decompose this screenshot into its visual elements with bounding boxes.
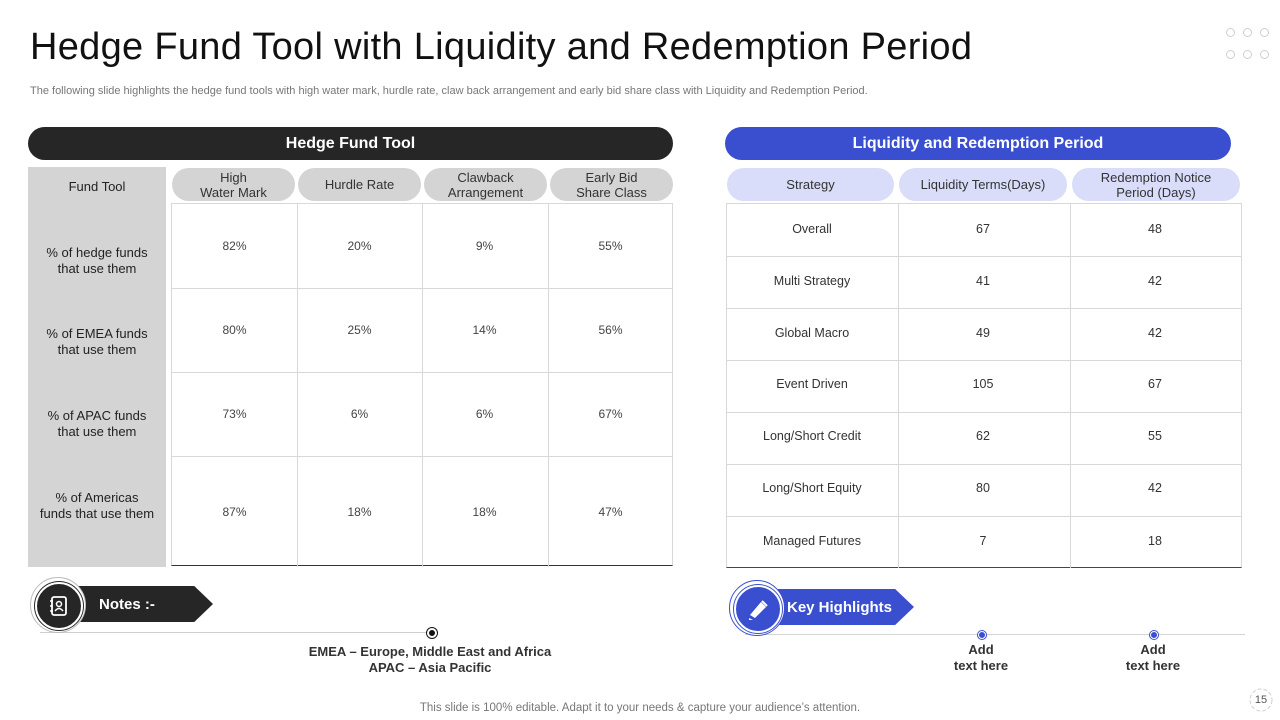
table-cell: 41 (976, 274, 990, 288)
table-cell: 42 (1148, 481, 1162, 495)
table-cell: Event Driven (776, 377, 848, 391)
highlight-dot (978, 631, 986, 639)
table-cell: 56% (598, 323, 623, 337)
table-cell: 55% (598, 239, 623, 253)
table-cell: 9% (475, 239, 494, 253)
row-label-emea: % of EMEA funds that use them (46, 326, 148, 357)
highlight-text-1: Add text here (953, 642, 1009, 673)
row-label-apac: % of APAC funds that use them (47, 408, 147, 439)
footer-text: This slide is 100% editable. Adapt it to… (419, 702, 861, 714)
table-cell: 25% (347, 323, 372, 337)
notes-icon-circle (35, 582, 83, 630)
col-header-redemption-notice: Redemption Notice Period (Days) (1072, 168, 1240, 201)
table-cell: 55 (1148, 429, 1162, 443)
col-header-high-water-mark: High Water Mark (172, 168, 295, 201)
table-cell: 42 (1148, 326, 1162, 340)
table-cell: 62 (976, 429, 990, 443)
row-header-column (28, 167, 166, 567)
table-cell: 67% (598, 407, 623, 421)
table-cell: 49 (976, 326, 990, 340)
table-cell: Long/Short Credit (763, 429, 861, 443)
table-cell: 14% (472, 323, 497, 337)
table-cell: 6% (475, 407, 494, 421)
notes-line-emea: EMEA – Europe, Middle East and Africa (308, 644, 552, 659)
table-cell: Multi Strategy (773, 274, 851, 288)
fund-tool-corner-label: Fund Tool (68, 179, 126, 194)
decorative-dots (1226, 28, 1272, 62)
table-cell: 67 (1148, 377, 1162, 391)
highlight-text-2: Add text here (1125, 642, 1181, 673)
table-cell: 80% (222, 323, 247, 337)
gear-icon (1249, 688, 1273, 712)
hedge-fund-tool-header: Hedge Fund Tool (28, 127, 673, 160)
table-cell: 105 (972, 377, 994, 391)
table-cell: 48 (1148, 222, 1162, 236)
table-cell: 87% (222, 505, 247, 519)
table-cell: Global Macro (774, 326, 850, 340)
table-cell: 67 (976, 222, 990, 236)
notes-label: Notes :- (99, 596, 155, 613)
liquidity-redemption-header: Liquidity and Redemption Period (725, 127, 1231, 160)
table-cell: Managed Futures (763, 534, 861, 548)
table-cell: 18 (1148, 534, 1162, 548)
table-cell: 7 (979, 534, 987, 548)
table-cell: 82% (222, 239, 247, 253)
key-highlights-icon-circle (734, 585, 782, 633)
page-number: 15 (1254, 694, 1268, 706)
row-label-hedge-funds: % of hedge funds that use them (46, 245, 148, 276)
highlighter-icon (749, 600, 768, 620)
col-header-clawback: Clawback Arrangement (424, 168, 547, 201)
highlight-dot (1150, 631, 1158, 639)
table-cell: Long/Short Equity (762, 481, 862, 495)
page-number-badge: 15 (1247, 686, 1275, 714)
table-cell: 6% (350, 407, 369, 421)
hedge-fund-table (171, 203, 673, 567)
col-header-strategy: Strategy (727, 168, 894, 201)
table-cell: 42 (1148, 274, 1162, 288)
key-highlights-divider (745, 634, 1245, 635)
notes-divider (40, 632, 432, 633)
col-header-liquidity-terms: Liquidity Terms(Days) (899, 168, 1067, 201)
notes-line-apac: APAC – Asia Pacific (368, 660, 492, 675)
liquidity-table (726, 203, 1242, 568)
table-cell: 80 (976, 481, 990, 495)
table-cell: 20% (347, 239, 372, 253)
table-cell: 47% (598, 505, 623, 519)
table-cell: Overall (792, 222, 832, 236)
col-header-early-bid: Early Bid Share Class (550, 168, 673, 201)
key-highlights-label: Key Highlights (787, 599, 893, 616)
notes-dot (427, 628, 437, 638)
table-cell: 18% (347, 505, 372, 519)
page-subtitle: The following slide highlights the hedge… (30, 85, 868, 97)
page-title: Hedge Fund Tool with Liquidity and Redem… (30, 26, 973, 68)
col-header-hurdle-rate: Hurdle Rate (298, 168, 421, 201)
contact-book-icon (50, 596, 67, 616)
table-cell: 73% (222, 407, 247, 421)
table-cell: 18% (472, 505, 497, 519)
row-label-americas: % of Americas funds that use them (39, 490, 155, 521)
